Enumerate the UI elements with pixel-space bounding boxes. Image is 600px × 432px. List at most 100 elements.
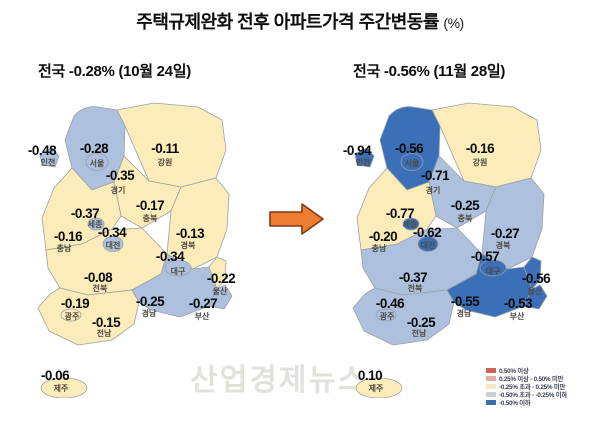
name-gyeonggi-after: 경기: [426, 185, 441, 195]
name-ulsan-before: 울산: [213, 286, 228, 296]
name-gyeongnam-after: 경남: [457, 308, 472, 318]
value-seoul-before: -0.28: [80, 141, 109, 156]
map-before: -0.11 강원 -0.35 경기 -0.17 충북 -0.16 충남 -0.13 경북 -0.08…: [22, 98, 237, 399]
legend-label: 0.50% 이상: [499, 367, 529, 375]
name-daejeon-before: 대전: [106, 240, 121, 250]
value-ulsan-before: -0.22: [207, 271, 235, 286]
transition-arrow: [268, 202, 326, 236]
value-sejong-before: -0.37: [71, 206, 99, 221]
value-chungnam-before: -0.16: [54, 229, 83, 244]
value-chungbuk-before: -0.17: [136, 198, 164, 213]
value-jeonnam-before: -0.15: [92, 315, 121, 330]
legend-row: 0.50% 이상: [486, 366, 598, 375]
name-jeju-before: 제주: [54, 383, 69, 393]
region-sejong-before: [87, 217, 105, 231]
name-chungbuk-before: 충북: [143, 213, 158, 223]
name-gwangju-before: 광주: [65, 311, 80, 321]
region-daejeon-after: [417, 236, 439, 252]
region-daegu-before: [164, 259, 192, 277]
legend-label: -0.50% 초과 - -0.25% 이하: [499, 391, 567, 399]
legend: 0.50% 이상 0.25% 이상 - 0.50% 미만 -0.25% 초과 -…: [486, 366, 598, 407]
name-jeonnam-after: 전남: [412, 328, 427, 338]
value-jeju-before: -0.06: [41, 368, 70, 383]
name-seoul-after: 서울: [405, 158, 420, 168]
value-chungbuk-after: -0.25: [451, 198, 480, 213]
name-jeonnam-before: 전남: [97, 328, 112, 338]
name-gyeongnam-before: 경남: [142, 308, 157, 318]
map-after: -0.16 강원 -0.71 경기 -0.25 충북 -0.20 충남 -0.27 경북 -0.37…: [337, 98, 552, 399]
region-incheon-before: [39, 147, 60, 168]
value-busan-after: -0.53: [504, 296, 533, 311]
legend-swatch-lightblue: [486, 391, 496, 397]
region-seoul-before: [85, 153, 109, 171]
value-jeonnam-after: -0.25: [407, 315, 436, 330]
value-gyeonggi-after: -0.71: [421, 168, 450, 183]
value-jeju-after: 0.10: [358, 368, 382, 383]
name-chungbuk-after: 충북: [458, 213, 473, 223]
region-busan-after: [523, 284, 548, 310]
region-busan-before: [208, 284, 233, 310]
value-gangwon-before: -0.11: [151, 141, 180, 156]
legend-row: 0.25% 이상 - 0.50% 미만: [486, 374, 598, 383]
region-gangwon-after: [431, 102, 542, 188]
name-busan-after: 부산: [510, 311, 525, 321]
legend-row: -0.50% 이하: [486, 398, 598, 407]
name-gyeonggi-before: 경기: [111, 185, 126, 195]
map-after-svg: -0.16강원-0.71경기-0.25충북-0.20충남-0.27경북-0.37…: [343, 102, 552, 399]
name-daegu-after: 대구: [486, 266, 501, 276]
legend-row: -0.50% 초과 - -0.25% 이하: [486, 390, 598, 399]
name-chungnam-after: 충남: [372, 243, 387, 253]
region-gwangju-after: [375, 308, 397, 322]
region-ulsan-before: [208, 256, 227, 290]
name-incheon-after: 인천: [356, 157, 371, 167]
value-daegu-after: -0.57: [471, 249, 499, 264]
name-busan-before: 부산: [195, 311, 210, 321]
value-gyeongnam-after: -0.55: [451, 294, 480, 309]
name-jeju-after: 제주: [369, 383, 384, 393]
region-ulsan-after: [523, 256, 542, 290]
legend-swatch-salmon: [486, 375, 496, 381]
legend-label: 0.25% 이상 - 0.50% 미만: [499, 375, 564, 383]
value-chungnam-after: -0.20: [369, 229, 397, 244]
name-incheon-before: 인천: [41, 157, 56, 167]
region-jeonnam-before: [37, 287, 140, 346]
value-gyeongnam-before: -0.25: [136, 294, 165, 309]
page-title: 주택규제완화 전후 아파트가격 주간변동률 (%): [0, 8, 600, 34]
title-text: 주택규제완화 전후 아파트가격 주간변동률: [136, 12, 439, 32]
value-daejeon-after: -0.62: [413, 225, 441, 240]
name-sejong-after: 세종: [403, 219, 418, 229]
legend-swatch-red: [486, 367, 496, 373]
region-daegu-after: [479, 259, 507, 277]
value-sejong-after: -0.77: [386, 206, 414, 221]
name-daegu-before: 대구: [171, 266, 186, 276]
value-incheon-before: -0.48: [28, 143, 57, 158]
right-arrow-icon: [269, 203, 324, 235]
region-seoul-after: [400, 153, 424, 171]
name-seoul-before: 서울: [90, 158, 105, 168]
name-sejong-before: 세종: [88, 219, 103, 229]
region-daejeon-before: [102, 236, 124, 252]
name-jeonbuk-before: 전북: [93, 283, 108, 293]
value-incheon-after: -0.94: [343, 143, 372, 158]
value-gwangju-after: -0.46: [376, 296, 405, 311]
legend-row: -0.25% 초과 - 0.25% 미만: [486, 382, 598, 391]
name-gyeongbuk-before: 경북: [181, 240, 196, 250]
value-daejeon-before: -0.34: [98, 225, 127, 240]
name-gangwon-before: 강원: [158, 157, 173, 167]
region-jeonnam-after: [352, 287, 455, 346]
value-gwangju-before: -0.19: [61, 296, 89, 311]
name-jeonbuk-after: 전북: [408, 283, 423, 293]
value-gyeongbuk-before: -0.13: [176, 226, 205, 241]
title-unit: (%): [443, 15, 464, 31]
value-gyeonggi-before: -0.35: [106, 168, 135, 183]
name-gangwon-after: 강원: [473, 157, 488, 167]
legend-label: -0.25% 초과 - 0.25% 미만: [499, 383, 566, 391]
region-gwangju-before: [60, 308, 82, 322]
map-after-header: 전국 -0.56% (11월 28일): [353, 63, 506, 80]
value-daegu-before: -0.34: [156, 249, 185, 264]
map-before-header: 전국 -0.28% (10월 24일): [38, 63, 191, 80]
value-seoul-after: -0.56: [395, 141, 424, 156]
name-chungnam-before: 충남: [57, 243, 72, 253]
value-gyeongbuk-after: -0.27: [491, 226, 519, 241]
